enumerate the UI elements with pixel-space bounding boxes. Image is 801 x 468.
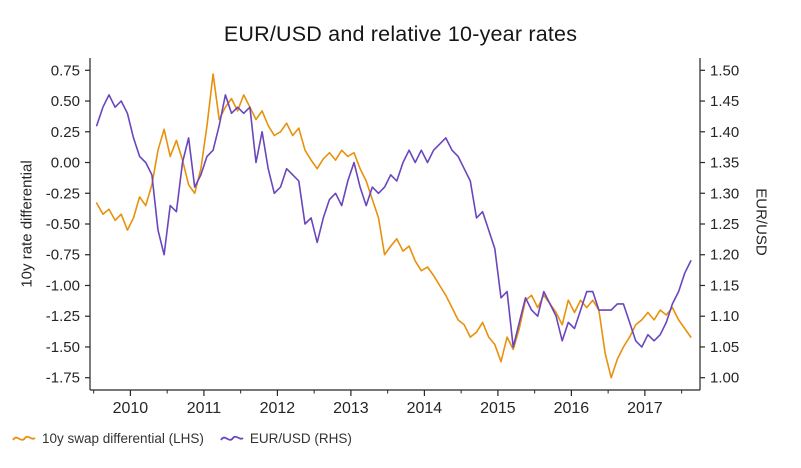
right-axis-tick-label: 1.20 (710, 247, 739, 264)
chart-title: EUR/USD and relative 10-year rates (223, 22, 578, 46)
left-axis-tick-label: 0.00 (51, 155, 80, 172)
x-axis-tick-label: 2014 (407, 400, 443, 417)
left-axis-tick-label: -1.00 (46, 277, 80, 294)
left-axis-tick-label: -1.50 (46, 339, 80, 356)
right-axis-tick-label: 1.40 (710, 124, 739, 141)
x-axis-tick-label: 2012 (260, 400, 296, 417)
left-axis-tick-label: 0.75 (51, 62, 80, 79)
left-axis-tick-label: 0.50 (51, 93, 80, 110)
eurusd-line-marker-icon (220, 435, 244, 441)
right-axis-tick-label: 1.10 (710, 308, 739, 325)
right-axis-tick-label: 1.05 (710, 339, 739, 356)
right-axis-tick-label: 1.15 (710, 277, 739, 294)
series-line-eurusd (95, 94, 692, 348)
legend-label-eurusd: EUR/USD (RHS) (249, 431, 352, 446)
legend-label-swap-differential: 10y swap differential (LHS) (42, 431, 204, 446)
right-axis-tick-label: 1.50 (710, 62, 739, 79)
right-axis-tick-label: 1.45 (710, 93, 739, 110)
legend-item-eurusd: EUR/USD (RHS) (220, 431, 352, 446)
left-axis-tick-label: -1.75 (46, 370, 80, 387)
series-line-swap-differential (95, 73, 692, 379)
left-axis-tick-label: -0.50 (46, 216, 80, 233)
x-axis-tick-label: 2016 (554, 400, 590, 417)
right-axis-tick-label: 1.00 (710, 370, 739, 387)
left-axis-tick-label: -0.75 (46, 247, 80, 264)
x-axis-tick-label: 2011 (187, 400, 222, 417)
x-axis-tick-label: 2013 (333, 400, 369, 417)
left-axis-tick-label: -0.25 (46, 185, 80, 202)
legend-item-swap-differential: 10y swap differential (LHS) (12, 431, 204, 446)
x-axis-tick-label: 2015 (480, 400, 516, 417)
right-axis-tick-label: 1.30 (710, 185, 739, 202)
x-axis-tick-label: 2010 (113, 400, 149, 417)
left-axis-title: 10y rate differential (18, 160, 36, 288)
x-axis-tick-label: 2017 (627, 400, 663, 417)
right-axis-tick-label: 1.25 (710, 216, 739, 233)
right-axis-title: EUR/USD (752, 188, 770, 256)
left-axis-tick-label: -1.25 (46, 308, 80, 325)
legend: 10y swap differential (LHS) EUR/USD (RHS… (12, 431, 352, 446)
left-axis-tick-label: 0.25 (51, 124, 80, 141)
right-axis-tick-label: 1.35 (710, 155, 739, 172)
swap-differential-line-marker-icon (12, 435, 36, 441)
